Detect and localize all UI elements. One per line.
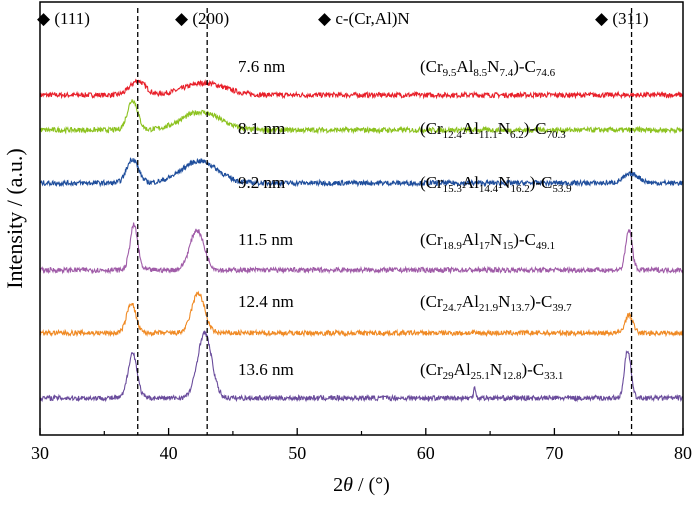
formula-subscript: 15 bbox=[502, 240, 514, 252]
formula-subscript: 29 bbox=[443, 370, 455, 382]
formula-subscript: 70.3 bbox=[546, 129, 566, 141]
formula-part: (Cr bbox=[420, 230, 443, 249]
x-axis-label-theta: θ bbox=[343, 474, 353, 496]
series-label: 7.6 nm bbox=[238, 57, 285, 76]
formula-subscript: 12.8 bbox=[502, 370, 522, 382]
formula-part: Al bbox=[462, 173, 479, 192]
formula-subscript: 25.1 bbox=[471, 370, 490, 382]
x-tick-label: 60 bbox=[417, 443, 435, 463]
formula-part: (Cr bbox=[420, 57, 443, 76]
formula-subscript: 13.7 bbox=[510, 302, 530, 314]
series-line-2 bbox=[39, 157, 684, 188]
formula-part: (Cr bbox=[420, 173, 443, 192]
x-axis-label-part: / (°) bbox=[353, 474, 390, 496]
series-formula: (Cr12.4Al11.1N6.2)-C70.3 bbox=[420, 119, 566, 141]
formula-part: Al bbox=[462, 230, 479, 249]
formula-part: )-C bbox=[530, 173, 553, 192]
x-tick-label: 50 bbox=[288, 443, 306, 463]
formula-subscript: 18.9 bbox=[443, 240, 463, 252]
x-axis-label: 2θ / (°) bbox=[333, 474, 390, 496]
formula-part: )-C bbox=[513, 230, 536, 249]
formula-subscript: 8.5 bbox=[473, 67, 487, 79]
formula-part: N bbox=[490, 360, 502, 379]
series-formula: (Cr29Al25.1N12.8)-C33.1 bbox=[420, 360, 563, 382]
x-axis-label-part: 2 bbox=[333, 474, 343, 496]
series-label: 13.6 nm bbox=[238, 360, 294, 379]
formula-part: )-C bbox=[524, 119, 547, 138]
series-line-4 bbox=[39, 290, 684, 338]
formula-subscript: 21.9 bbox=[479, 302, 499, 314]
formula-part: (Cr bbox=[420, 292, 443, 311]
series-label: 9.2 nm bbox=[238, 173, 285, 192]
formula-subscript: 7.4 bbox=[499, 67, 513, 79]
phase-label: ◆ c-(Cr,Al)N bbox=[318, 9, 410, 28]
series-line-5 bbox=[39, 330, 683, 403]
series-line-0 bbox=[39, 78, 683, 100]
formula-subscript: 14.4 bbox=[479, 183, 499, 195]
formula-part: N bbox=[498, 173, 510, 192]
formula-part: )-C bbox=[513, 57, 536, 76]
phase-label: ◆ (111) bbox=[37, 9, 90, 28]
formula-part: )-C bbox=[530, 292, 553, 311]
phase-label: ◆ (200) bbox=[175, 9, 229, 28]
formula-part: N bbox=[490, 230, 502, 249]
formula-subscript: 6.2 bbox=[510, 129, 524, 141]
y-axis-label: Intensity / (a.u.) bbox=[2, 148, 27, 289]
formula-subscript: 11.1 bbox=[479, 129, 498, 141]
series-label: 8.1 nm bbox=[238, 119, 285, 138]
series-line-3 bbox=[39, 222, 684, 275]
formula-subscript: 53.9 bbox=[552, 183, 572, 195]
formula-part: Al bbox=[462, 119, 479, 138]
series-formula: (Cr15.3Al14.4N16.2)-C53.9 bbox=[420, 173, 572, 195]
x-tick-label: 30 bbox=[31, 443, 49, 463]
phase-label: ◆ (311) bbox=[595, 9, 649, 28]
series-formula: (Cr9.5Al8.5N7.4)-C74.6 bbox=[420, 57, 556, 79]
formula-part: (Cr bbox=[420, 360, 443, 379]
formula-part: (Cr bbox=[420, 119, 443, 138]
formula-part: Al bbox=[454, 360, 471, 379]
series-formula: (Cr24.7Al21.9N13.7)-C39.7 bbox=[420, 292, 572, 314]
formula-subscript: 9.5 bbox=[443, 67, 457, 79]
x-tick-label: 70 bbox=[545, 443, 563, 463]
formula-subscript: 15.3 bbox=[443, 183, 463, 195]
series-label: 12.4 nm bbox=[238, 292, 294, 311]
formula-subscript: 16.2 bbox=[510, 183, 529, 195]
formula-subscript: 33.1 bbox=[544, 370, 563, 382]
x-tick-label: 80 bbox=[674, 443, 692, 463]
formula-part: )-C bbox=[521, 360, 544, 379]
formula-part: Al bbox=[456, 57, 473, 76]
formula-part: N bbox=[498, 292, 510, 311]
formula-part: N bbox=[498, 119, 510, 138]
formula-subscript: 49.1 bbox=[536, 240, 555, 252]
formula-subscript: 24.7 bbox=[443, 302, 463, 314]
formula-part: N bbox=[487, 57, 499, 76]
formula-subscript: 74.6 bbox=[536, 67, 556, 79]
formula-subscript: 12.4 bbox=[443, 129, 463, 141]
formula-part: Al bbox=[462, 292, 479, 311]
series-line-1 bbox=[39, 99, 684, 135]
formula-subscript: 17 bbox=[479, 240, 491, 252]
formula-subscript: 39.7 bbox=[552, 302, 572, 314]
x-tick-label: 40 bbox=[160, 443, 178, 463]
series-label: 11.5 nm bbox=[238, 230, 293, 249]
series-formula: (Cr18.9Al17N15)-C49.1 bbox=[420, 230, 555, 252]
